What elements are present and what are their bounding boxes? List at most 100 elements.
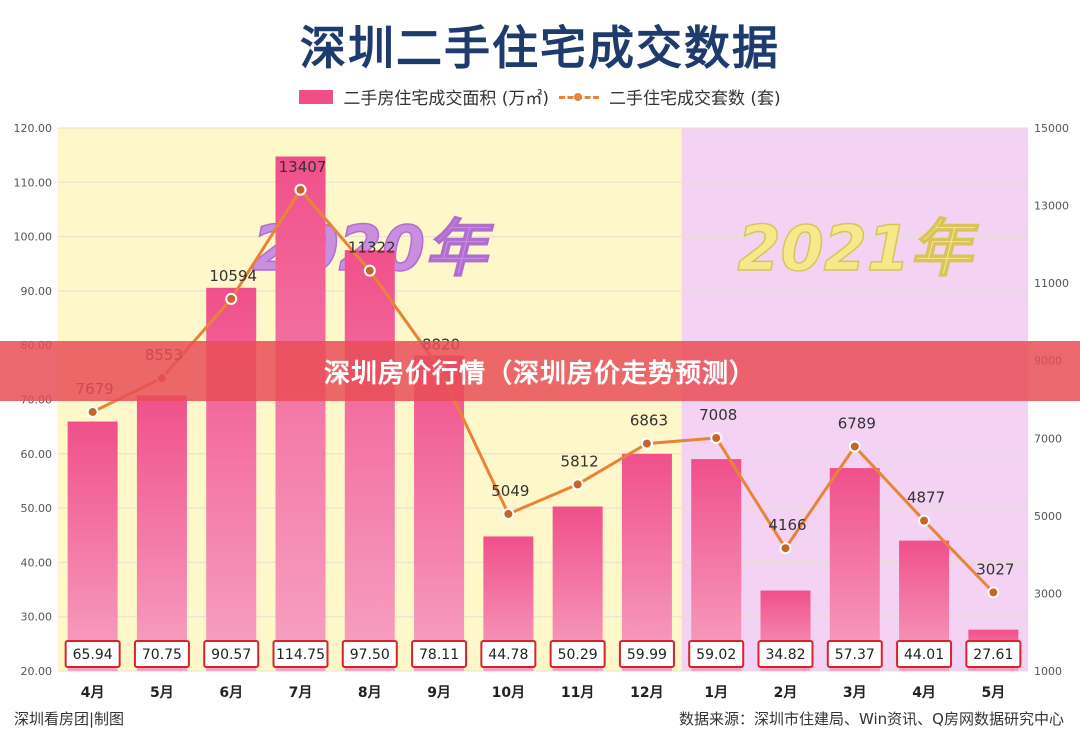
y-right-tick-label: 1000 <box>1034 665 1062 678</box>
bar-value-label: 78.11 <box>419 647 459 663</box>
bar-value-box <box>826 640 883 668</box>
bar <box>136 395 187 671</box>
line-value-label: 10594 <box>209 267 257 285</box>
y-left-tick-label: 110.00 <box>14 176 53 189</box>
legend-line-swatch <box>559 90 599 104</box>
line-point <box>710 431 723 444</box>
bar-value-box <box>203 640 260 668</box>
line-point <box>502 507 515 520</box>
x-tick-label: 4月 <box>81 685 105 701</box>
bar-value-label: 59.02 <box>696 647 736 663</box>
x-tick-label: 10月 <box>492 685 525 701</box>
line-point <box>225 292 238 305</box>
bar <box>67 421 118 671</box>
x-tick-label: 4月 <box>912 685 936 701</box>
bar-value-label: 59.99 <box>627 647 667 663</box>
chart-title: 深圳二手住宅成交数据 <box>300 21 780 75</box>
y-left-tick-label: 20.00 <box>21 665 53 678</box>
bar-value-label: 114.75 <box>276 647 325 663</box>
y-right-tick-label: 15000 <box>1034 122 1069 135</box>
bar-value-label: 70.75 <box>142 647 182 663</box>
line-point <box>294 183 307 196</box>
line-point <box>571 478 584 491</box>
bar-value-label: 97.50 <box>350 647 390 663</box>
x-tick-label: 5月 <box>981 685 1005 701</box>
line-series <box>91 187 995 594</box>
line-value-label: 3027 <box>976 560 1014 578</box>
legend-bar-label: 二手房住宅成交面积 (万㎡) <box>343 89 549 109</box>
y-left-tick-label: 120.00 <box>14 122 53 135</box>
line-value-label: 4877 <box>907 489 945 507</box>
line-point <box>848 440 861 453</box>
line-point <box>987 586 1000 599</box>
line-value-label: 7008 <box>699 406 737 424</box>
bar-value-box <box>896 640 953 668</box>
line-point <box>363 264 376 277</box>
bar-value-box <box>133 640 190 668</box>
bar-value-label: 57.37 <box>835 647 875 663</box>
line-point <box>640 437 653 450</box>
overlay-banner: 深圳房价行情（深圳房价走势预测） <box>0 341 1080 401</box>
bar <box>621 453 672 671</box>
line-value-label: 5812 <box>561 452 599 470</box>
x-tick-label: 6月 <box>219 685 243 701</box>
line-value-label: 13407 <box>279 158 327 176</box>
line-point <box>86 405 99 418</box>
y-left-tick-label: 100.00 <box>14 231 53 244</box>
bar-value-box <box>618 640 675 668</box>
line-value-label: 4166 <box>768 516 806 534</box>
bar-value-label: 44.78 <box>488 647 528 663</box>
bar-value-box <box>757 640 814 668</box>
line-value-label: 6789 <box>838 414 876 432</box>
bar-value-box <box>549 640 606 668</box>
bar <box>829 468 880 671</box>
footer-credit: 深圳看房团|制图 <box>14 710 125 728</box>
y-left-tick-label: 50.00 <box>21 502 53 515</box>
y-left-tick-label: 90.00 <box>21 285 53 298</box>
bar-value-box <box>965 640 1022 668</box>
line-value-label: 11322 <box>348 239 396 257</box>
line-point <box>779 542 792 555</box>
bar-value-box <box>411 640 468 668</box>
y-left-tick-label: 40.00 <box>21 556 53 569</box>
bar-value-box <box>64 640 121 668</box>
line-value-label: 6863 <box>630 412 668 430</box>
bar <box>691 459 742 671</box>
bar-value-label: 44.01 <box>904 647 944 663</box>
bar-value-box <box>688 640 745 668</box>
bar-value-label: 90.57 <box>211 647 251 663</box>
bar-value-box <box>272 640 329 668</box>
bar-value-label: 65.94 <box>73 647 113 663</box>
x-tick-label: 7月 <box>289 685 313 701</box>
legend-line-label: 二手住宅成交套数 (套) <box>609 89 781 109</box>
bar-value-label: 27.61 <box>973 647 1013 663</box>
bar <box>414 355 465 671</box>
legend: 二手房住宅成交面积 (万㎡) 二手住宅成交套数 (套) <box>0 84 1080 109</box>
bar-value-box <box>341 640 398 668</box>
x-tick-label: 1月 <box>704 685 728 701</box>
bar-value-label: 50.29 <box>558 647 598 663</box>
period-label: 2021年 <box>738 212 980 285</box>
x-tick-label: 2月 <box>774 685 798 701</box>
bar <box>344 250 395 672</box>
bar-value-box <box>480 640 537 668</box>
x-tick-label: 8月 <box>358 685 382 701</box>
y-right-tick-label: 7000 <box>1034 432 1062 445</box>
x-tick-label: 11月 <box>561 685 594 701</box>
line-value-label: 5049 <box>491 482 529 500</box>
x-tick-label: 9月 <box>427 685 451 701</box>
y-left-tick-label: 30.00 <box>21 611 53 624</box>
bar-value-label: 34.82 <box>765 647 805 663</box>
y-right-tick-label: 3000 <box>1034 587 1062 600</box>
line-point <box>918 514 931 527</box>
bar <box>275 156 326 671</box>
y-right-tick-label: 11000 <box>1034 277 1069 290</box>
x-tick-label: 3月 <box>843 685 867 701</box>
legend-bar-swatch <box>299 89 334 104</box>
y-left-tick-label: 60.00 <box>21 448 53 461</box>
x-tick-label: 5月 <box>150 685 174 701</box>
x-tick-label: 12月 <box>630 685 663 701</box>
y-right-tick-label: 5000 <box>1034 510 1062 523</box>
footer-source: 数据来源：深圳市住建局、Win资讯、Q房网数据研究中心 <box>679 710 1064 728</box>
y-right-tick-label: 13000 <box>1034 200 1069 213</box>
